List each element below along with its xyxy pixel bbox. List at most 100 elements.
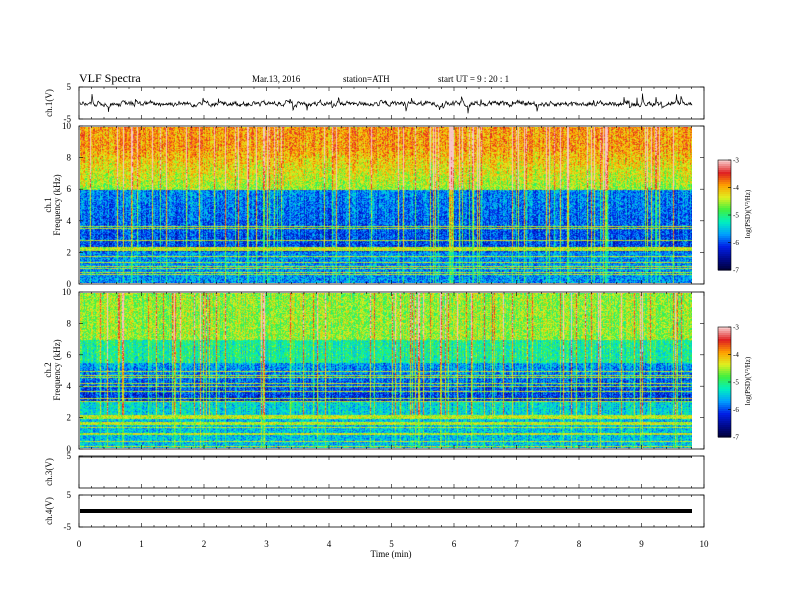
colorbar-cell	[718, 407, 731, 410]
x-tick-label: 10	[700, 539, 710, 549]
colorbar-cell	[718, 429, 731, 432]
colorbar-cell	[718, 200, 731, 203]
colorbar-cell	[718, 349, 731, 352]
colorbar-cell	[718, 331, 731, 334]
colorbar-cell	[718, 369, 731, 372]
colorbar-cell	[718, 168, 731, 171]
colorbar-cell	[718, 351, 731, 354]
colorbar-cell	[718, 341, 731, 344]
axis-ticks	[78, 86, 705, 528]
ch4-voltage-label: ch.4(V)	[44, 497, 54, 525]
colorbar-cell	[718, 164, 731, 167]
y-tick-label: 2	[67, 413, 72, 423]
colorbar-cell	[718, 192, 731, 195]
y-tick-label: 8	[67, 318, 72, 328]
colorbar-tick-label: -7	[733, 434, 739, 442]
colorbar-cell	[718, 178, 731, 181]
x-tick-label: 0	[77, 539, 82, 549]
colorbar-cell	[718, 182, 731, 185]
colorbar-cell	[718, 339, 731, 342]
colorbar-tick-label: -4	[733, 351, 739, 359]
colorbar-cell	[718, 230, 731, 233]
colorbar-cell	[718, 433, 731, 436]
y-tick-label: 0	[67, 444, 72, 454]
y-tick-label: 0	[67, 279, 72, 289]
colorbar-cell	[718, 343, 731, 346]
colorbar-cell	[718, 252, 731, 255]
colorbar-cell	[718, 327, 731, 330]
colorbar-cell	[718, 419, 731, 422]
colorbar-cell	[718, 337, 731, 340]
colorbar-cell	[718, 383, 731, 386]
colorbar-cell	[718, 236, 731, 239]
colorbar-cell	[718, 373, 731, 376]
colorbar-cell	[718, 208, 731, 211]
colorbar-cell	[718, 266, 731, 269]
colorbar-cell	[718, 425, 731, 428]
colorbar-cell	[718, 415, 731, 418]
colorbar-cell	[718, 186, 731, 189]
y-tick-label: -5	[64, 114, 72, 124]
date-label: Mar.13, 2016	[252, 74, 301, 84]
ch1-spec-channel-label: ch.1	[43, 197, 53, 212]
colorbar-cell	[718, 367, 731, 370]
colorbar-cell	[718, 232, 731, 235]
colorbar-cell	[718, 160, 731, 163]
y-tick-label: 6	[67, 184, 72, 194]
colorbar-cell	[718, 216, 731, 219]
colorbar-cell	[718, 202, 731, 205]
colorbar-tick-label: -6	[733, 239, 739, 247]
colorbar-cell	[718, 174, 731, 177]
colorbar-cell	[718, 385, 731, 388]
colorbar-cell	[718, 333, 731, 336]
colorbar-cell	[718, 262, 731, 265]
ch1-spec-frequency-label: Frequency (kHz)	[52, 174, 62, 235]
colorbar-cell	[718, 244, 731, 247]
colorbar-cell	[718, 166, 731, 169]
colorbar-tick-label: -6	[733, 406, 739, 414]
colorbar-cell	[718, 228, 731, 231]
colorbar-cell	[718, 162, 731, 165]
ch2-colorbar-label: log(PSD)(V²/Hz)	[744, 356, 752, 405]
colorbar-cell	[718, 224, 731, 227]
ch3-wave-frame	[78, 455, 705, 489]
colorbar-cell	[718, 212, 731, 215]
colorbar-cell	[718, 375, 731, 378]
colorbar-cell	[718, 238, 731, 241]
colorbar-cell	[718, 188, 731, 191]
x-tick-label: 1	[139, 539, 144, 549]
y-tick-label: 6	[67, 350, 72, 360]
colorbar-cell	[718, 387, 731, 390]
y-tick-label: 5	[67, 490, 72, 500]
colorbar-cell	[718, 357, 731, 360]
colorbar-cell	[718, 355, 731, 358]
y-tick-label: 10	[62, 121, 72, 131]
colorbar-tick-label: -5	[733, 212, 739, 220]
x-tick-label: 3	[264, 539, 269, 549]
x-tick-label: 2	[202, 539, 207, 549]
colorbar-cell	[718, 401, 731, 404]
colorbar-cell	[718, 335, 731, 338]
colorbar-cell	[718, 240, 731, 243]
colorbar-cell	[718, 435, 731, 438]
colorbar-cell	[718, 381, 731, 384]
ch2-spectrogram	[80, 293, 692, 448]
y-tick-label: 4	[67, 381, 72, 391]
colorbar-cell	[718, 222, 731, 225]
ch2-spec-channel-label: ch.2	[43, 362, 53, 377]
colorbar-cell	[718, 363, 731, 366]
colorbar-cell	[718, 176, 731, 179]
colorbar-tick-label: -5	[733, 379, 739, 387]
y-tick-label: -5	[64, 522, 72, 532]
colorbar-cell	[718, 258, 731, 261]
ch1-colorbar: -3 -4 -5 -6 -7	[717, 157, 739, 275]
colorbar-cell	[718, 345, 731, 348]
colorbar-cell	[718, 417, 731, 420]
colorbar-cell	[718, 397, 731, 400]
colorbar-cell	[718, 329, 731, 332]
colorbar-tick-label: -7	[733, 267, 739, 275]
colorbar-cell	[718, 184, 731, 187]
x-tick-label: 4	[327, 539, 332, 549]
colorbar-cell	[718, 413, 731, 416]
